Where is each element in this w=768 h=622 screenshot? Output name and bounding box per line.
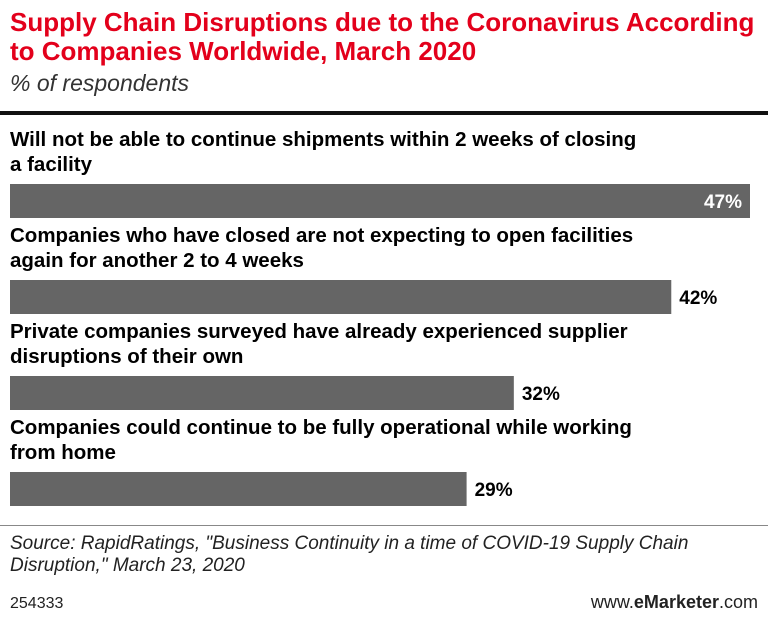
header-divider	[0, 111, 768, 115]
bar	[10, 184, 750, 218]
category-label: Companies could continue to be fully ope…	[10, 416, 632, 439]
category-label: a facility	[10, 153, 93, 176]
brand-prefix: www.	[590, 592, 634, 612]
category-label: Companies who have closed are not expect…	[10, 224, 633, 247]
category-label: disruptions of their own	[10, 345, 243, 368]
brand-name: eMarketer	[633, 592, 719, 612]
value-label: 47%	[704, 192, 742, 213]
chart-subtitle: % of respondents	[10, 70, 190, 96]
category-label: again for another 2 to 4 weeks	[10, 249, 304, 272]
source-note: Source: RapidRatings, "Business Continui…	[10, 533, 689, 576]
value-label: 32%	[522, 384, 560, 405]
brand-logo: www.eMarketer.com	[591, 592, 758, 613]
category-label: Will not be able to continue shipments w…	[10, 128, 636, 151]
category-label: Private companies surveyed have already …	[10, 320, 628, 343]
bar	[10, 472, 467, 506]
brand-suffix: .com	[718, 592, 758, 612]
value-label: 42%	[679, 288, 717, 309]
bar	[10, 376, 514, 410]
bar	[10, 280, 672, 314]
chart-title: Supply Chain Disruptions due to the Coro…	[10, 7, 755, 66]
value-label: 29%	[475, 480, 513, 501]
category-label: from home	[10, 441, 116, 464]
chart-id: 254333	[10, 595, 64, 612]
bar-chart: Will not be able to continue shipments w…	[10, 128, 750, 506]
footer-divider	[0, 525, 768, 526]
